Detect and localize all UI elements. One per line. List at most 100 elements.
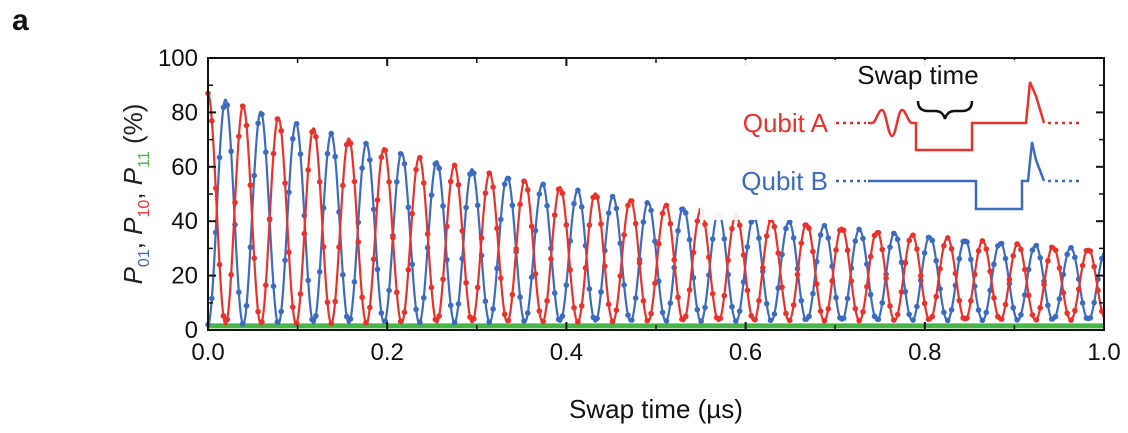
data-point — [313, 133, 319, 140]
data-point — [740, 279, 747, 285]
data-point — [255, 308, 261, 315]
ticks-layer: 0.0 0.2 0.4 0.6 0.8 1.0 0 20 40 60 80 100 — [158, 45, 1121, 366]
data-point — [347, 316, 354, 322]
swap-time-brace — [916, 100, 974, 120]
data-point — [960, 315, 966, 321]
data-point — [571, 304, 577, 311]
data-point — [817, 308, 824, 314]
data-point — [351, 279, 358, 285]
data-point — [212, 185, 219, 191]
data-point — [725, 257, 731, 264]
data-point — [351, 178, 358, 185]
data-point — [1041, 281, 1047, 288]
data-point — [447, 178, 454, 185]
data-point — [262, 282, 269, 288]
data-point — [632, 220, 639, 227]
data-point — [578, 204, 585, 210]
data-point — [463, 279, 469, 286]
data-point — [798, 297, 805, 304]
data-point — [490, 184, 496, 190]
data-point — [944, 317, 951, 324]
data-point — [494, 265, 500, 272]
data-point — [463, 204, 469, 211]
data-point — [802, 316, 808, 323]
data-point — [887, 303, 893, 309]
x-axis-title: Swap time (µs) — [569, 394, 743, 424]
data-point — [567, 267, 573, 273]
data-point — [979, 317, 986, 324]
data-point — [347, 140, 354, 147]
data-point — [386, 287, 392, 294]
data-point — [555, 316, 562, 323]
data-point — [1075, 286, 1082, 292]
data-point — [991, 295, 997, 301]
data-point — [270, 150, 277, 157]
data-point — [760, 265, 766, 271]
series-line-p10 — [207, 92, 1106, 326]
data-point — [752, 316, 758, 323]
data-point — [598, 289, 604, 295]
data-point — [763, 300, 770, 307]
data-point — [1064, 310, 1070, 316]
data-point — [840, 315, 847, 321]
data-point — [864, 283, 870, 290]
data-point — [521, 318, 527, 324]
data-point — [216, 261, 223, 268]
data-point — [871, 313, 878, 320]
data-point — [617, 240, 624, 247]
data-point — [956, 297, 963, 304]
data-point — [941, 309, 947, 316]
data-point — [586, 222, 593, 228]
data-point — [894, 236, 901, 243]
data-point — [259, 319, 265, 325]
data-point — [555, 186, 562, 193]
data-point — [386, 179, 392, 185]
data-point — [474, 202, 481, 209]
data-point — [482, 190, 489, 196]
data-point — [563, 222, 570, 228]
data-point — [309, 316, 315, 323]
data-point — [921, 250, 928, 256]
data-point — [779, 284, 785, 290]
data-point — [598, 221, 604, 227]
data-point — [274, 116, 281, 122]
data-point — [1037, 254, 1043, 261]
data-point — [852, 305, 859, 312]
data-point — [236, 133, 242, 140]
data-point — [679, 206, 685, 213]
data-point — [860, 235, 866, 242]
data-point — [991, 261, 997, 268]
x-tick-label: 0.8 — [908, 339, 941, 366]
data-point — [921, 300, 928, 307]
data-point — [490, 306, 496, 312]
data-point — [413, 306, 419, 313]
data-point — [209, 295, 215, 302]
data-point — [636, 260, 643, 266]
data-point — [802, 222, 808, 228]
data-point — [447, 302, 454, 309]
data-point — [313, 313, 319, 319]
data-point — [810, 290, 816, 297]
data-point — [663, 202, 670, 209]
y-label-symbol: P — [118, 217, 148, 235]
data-point — [679, 316, 685, 323]
y-tick-label: 60 — [171, 154, 198, 181]
data-point — [293, 320, 300, 326]
data-point — [825, 235, 832, 241]
y-tick-label: 20 — [171, 263, 198, 290]
data-point — [925, 234, 932, 241]
data-point — [1010, 304, 1017, 311]
data-point — [1018, 311, 1024, 318]
data-point — [648, 207, 654, 214]
data-point — [941, 242, 947, 249]
data-point — [436, 313, 442, 319]
data-point — [270, 283, 277, 290]
data-point — [625, 312, 631, 318]
data-point — [397, 318, 404, 325]
data-point — [740, 252, 747, 258]
data-point — [324, 299, 331, 306]
data-point — [686, 287, 693, 293]
data-point — [968, 256, 974, 263]
data-point — [629, 198, 635, 204]
